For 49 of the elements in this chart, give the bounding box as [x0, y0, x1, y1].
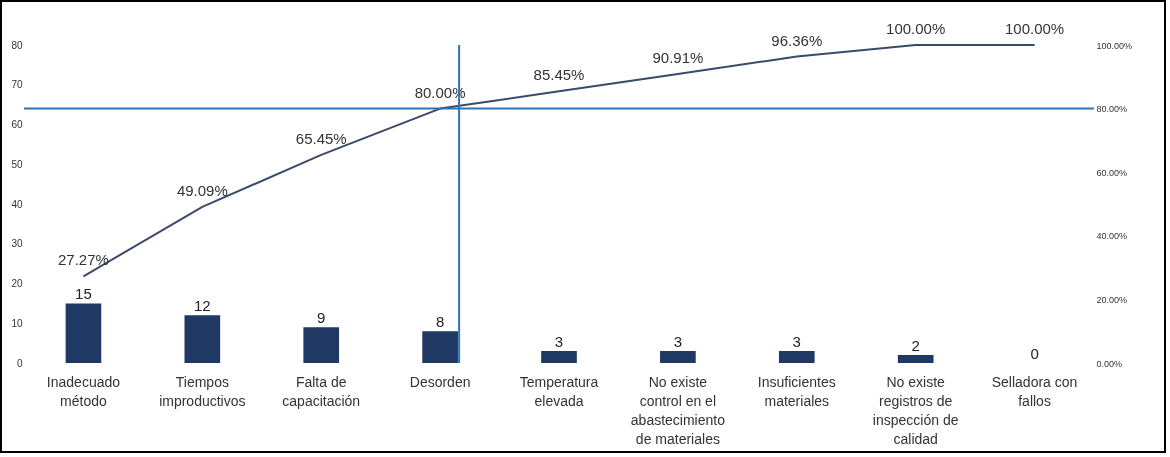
x-tick-label: Temperatura elevada	[519, 373, 599, 409]
y-tick-label: 70	[11, 79, 23, 91]
y-tick-label: 20	[11, 278, 23, 289]
data-label: 15	[75, 285, 92, 303]
bar	[65, 303, 102, 363]
data-label: 2	[911, 337, 920, 355]
bar	[541, 351, 577, 363]
data-label: 49.09%	[176, 181, 228, 199]
data-label: 90.91%	[652, 48, 704, 66]
x-tick-label: No existe registros de inspección de calidad	[872, 373, 959, 447]
data-label: 27.27%	[58, 251, 109, 269]
y2-tick-label: 0.00%	[1096, 358, 1123, 369]
x-tick-label: Falta de capacitación	[282, 373, 361, 409]
bar	[422, 331, 458, 363]
data-label: 3	[554, 333, 564, 351]
data-label: 3	[792, 333, 801, 351]
x-tick-label: No existe control en el abastecimiento de materiales	[630, 373, 726, 447]
bar	[778, 351, 815, 363]
y-tick-label: 30	[11, 238, 23, 250]
y2-tick-label: 40.00%	[1096, 231, 1128, 242]
y2-tick-label: 80.00%	[1096, 104, 1128, 115]
y2-tick-label: 100.00%	[1096, 40, 1133, 51]
data-label: 96.36%	[771, 31, 823, 49]
data-label: 85.45%	[533, 66, 585, 84]
y-tick-label: 50	[11, 158, 23, 170]
y-tick-label: 10	[11, 317, 23, 329]
data-label: 12	[193, 297, 211, 315]
bar	[184, 315, 221, 363]
x-tick-label: Inadecuado método	[46, 373, 121, 409]
x-tick-label: Tiempos improductivos	[159, 373, 246, 409]
y-tick-label: 40	[11, 198, 23, 210]
y-tick-label: 0	[16, 357, 23, 369]
data-label: 0	[1030, 345, 1039, 362]
y2-tick-label: 20.00%	[1096, 294, 1128, 305]
y-tick-label: 80	[11, 39, 23, 51]
y-tick-label: 60	[11, 119, 23, 130]
y2-tick-label: 60.00%	[1096, 167, 1128, 178]
data-label: 8	[435, 313, 445, 331]
data-label: 65.45%	[295, 129, 347, 147]
data-label: 100.00%	[886, 20, 946, 37]
x-tick-label: Insuficientes materiales	[757, 373, 836, 409]
data-label: 100.00%	[1004, 20, 1065, 37]
x-tick-label: Desorden	[409, 373, 471, 390]
bar	[897, 355, 934, 363]
data-label: 9	[317, 309, 326, 327]
x-tick-label: Selladora con fallos	[991, 373, 1078, 409]
bar	[660, 351, 696, 363]
data-label: 3	[673, 333, 683, 351]
bar	[303, 327, 340, 363]
